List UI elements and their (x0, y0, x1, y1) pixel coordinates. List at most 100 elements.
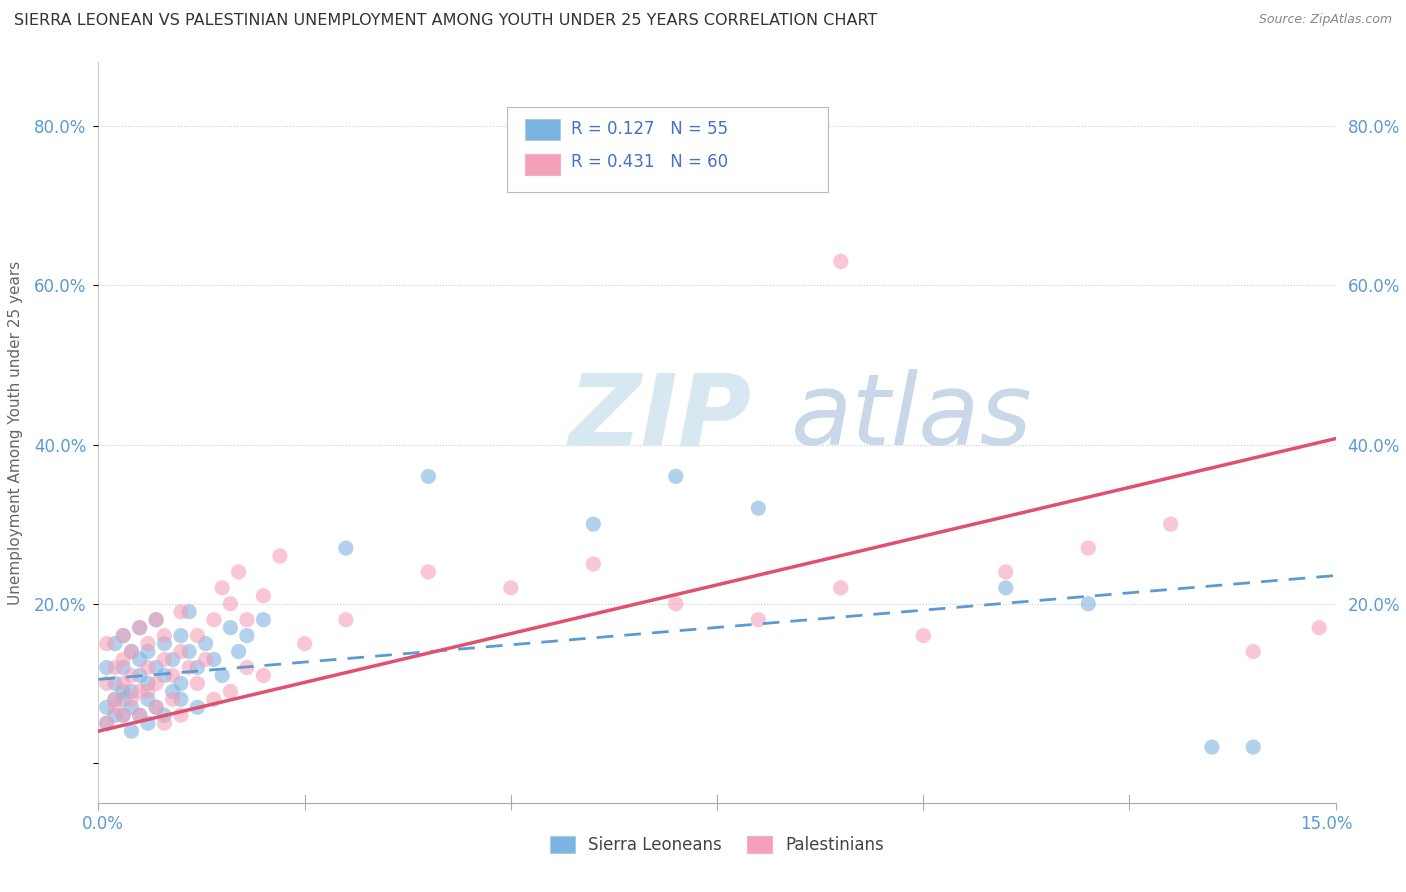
Point (120, 668, 142, 682)
Point (186, 629, 208, 643)
Point (186, 660, 208, 674)
Point (269, 549, 291, 563)
Text: ZIP: ZIP (568, 369, 752, 467)
Point (194, 637, 217, 651)
Point (236, 629, 259, 643)
Point (96, 700, 118, 714)
Point (335, 541, 357, 555)
Point (153, 637, 176, 651)
Point (1160, 517, 1182, 532)
Point (252, 668, 274, 682)
FancyBboxPatch shape (526, 154, 560, 175)
Text: R = 0.127   N = 55: R = 0.127 N = 55 (571, 120, 728, 138)
Point (104, 676, 127, 690)
Point (128, 652, 150, 666)
Point (136, 644, 159, 658)
Point (418, 565, 440, 579)
Point (128, 708, 150, 723)
Point (202, 692, 225, 706)
Point (747, 613, 769, 627)
Point (112, 652, 135, 666)
Point (128, 621, 150, 635)
Point (104, 637, 127, 651)
Point (830, 254, 852, 268)
Point (136, 716, 159, 731)
Point (418, 469, 440, 483)
Point (120, 692, 142, 706)
Text: R = 0.431   N = 60: R = 0.431 N = 60 (571, 153, 728, 171)
Point (145, 613, 167, 627)
Point (145, 700, 167, 714)
Text: SIERRA LEONEAN VS PALESTINIAN UNEMPLOYMENT AMONG YOUTH UNDER 25 YEARS CORRELATIO: SIERRA LEONEAN VS PALESTINIAN UNEMPLOYME… (14, 13, 877, 29)
Point (170, 708, 193, 723)
Point (1077, 541, 1099, 555)
Point (112, 676, 135, 690)
Point (112, 684, 135, 698)
Text: 0.0%: 0.0% (82, 814, 124, 833)
Point (170, 644, 193, 658)
Point (128, 621, 150, 635)
Point (153, 629, 176, 643)
Point (145, 613, 167, 627)
Point (112, 629, 135, 643)
Legend: Sierra Leoneans, Palestinians: Sierra Leoneans, Palestinians (543, 830, 891, 861)
Point (162, 668, 184, 682)
Point (120, 724, 142, 739)
Point (153, 716, 176, 731)
Point (136, 660, 159, 674)
Point (136, 676, 159, 690)
Point (228, 565, 250, 579)
Point (104, 708, 127, 723)
Point (236, 660, 259, 674)
Point (96, 660, 118, 674)
Point (120, 644, 142, 658)
Point (747, 501, 769, 516)
Point (104, 692, 127, 706)
Point (219, 621, 242, 635)
Point (211, 668, 233, 682)
Point (994, 581, 1017, 595)
Point (252, 589, 274, 603)
Point (153, 668, 176, 682)
Point (1201, 740, 1223, 755)
Point (96, 637, 118, 651)
Point (96, 676, 118, 690)
Text: Source: ZipAtlas.com: Source: ZipAtlas.com (1258, 13, 1392, 27)
Point (1077, 597, 1099, 611)
Point (128, 708, 150, 723)
Text: 15.0%: 15.0% (1299, 814, 1353, 833)
Point (186, 676, 208, 690)
Point (236, 613, 259, 627)
Point (112, 692, 135, 706)
Point (162, 684, 184, 698)
Point (136, 637, 159, 651)
Point (202, 652, 225, 666)
Point (179, 660, 201, 674)
Point (1241, 644, 1264, 658)
Point (186, 700, 208, 714)
Text: atlas: atlas (792, 369, 1033, 467)
Point (202, 613, 225, 627)
Point (228, 644, 250, 658)
Point (153, 652, 176, 666)
Point (96, 716, 118, 731)
Point (145, 700, 167, 714)
Point (136, 684, 159, 698)
Point (136, 692, 159, 706)
Point (145, 676, 167, 690)
Point (219, 597, 242, 611)
Point (665, 469, 688, 483)
Point (499, 581, 522, 595)
Point (170, 676, 193, 690)
Point (211, 581, 233, 595)
Point (194, 652, 217, 666)
Point (104, 692, 127, 706)
Point (112, 708, 135, 723)
Point (170, 605, 193, 619)
Point (1308, 621, 1330, 635)
Y-axis label: Unemployment Among Youth under 25 years: Unemployment Among Youth under 25 years (8, 260, 22, 605)
Point (162, 692, 184, 706)
Point (120, 644, 142, 658)
Point (162, 652, 184, 666)
Point (128, 668, 150, 682)
